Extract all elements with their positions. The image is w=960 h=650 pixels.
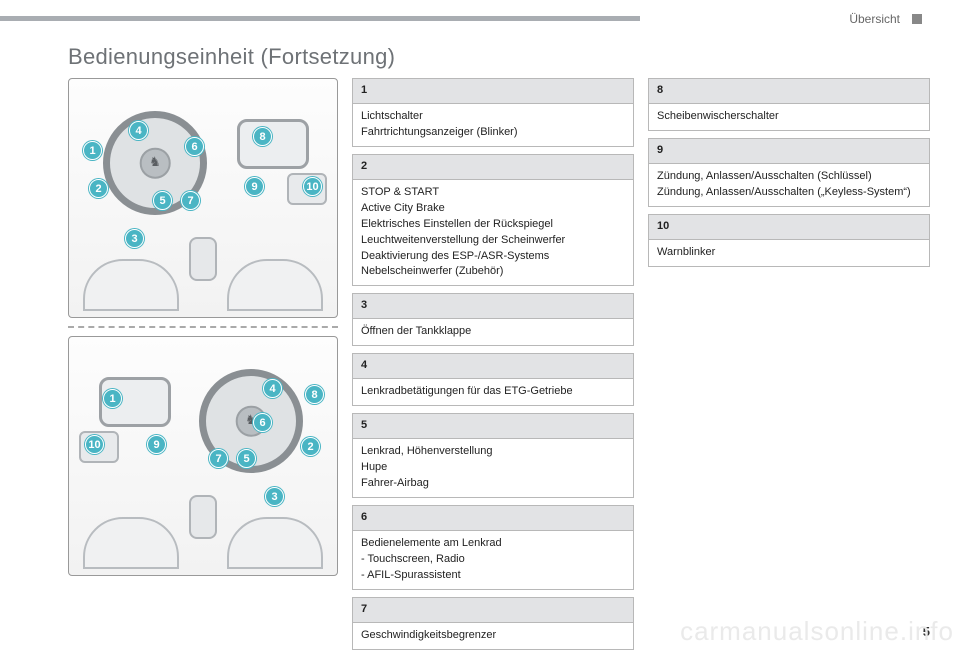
callout-body: STOP & STARTActive City BrakeElektrische… xyxy=(353,180,633,286)
callout-body: Warnblinker xyxy=(649,240,929,266)
dashed-divider xyxy=(68,326,338,328)
header-right: Übersicht xyxy=(849,12,922,26)
callout-line: Warnblinker xyxy=(657,245,921,261)
marker-10: 10 xyxy=(303,177,322,196)
callout-number: 6 xyxy=(353,506,633,531)
callout-box-7: 7 Geschwindigkeitsbegrenzer xyxy=(352,597,634,650)
callout-line: - AFIL-Spurassistent xyxy=(361,568,625,584)
section-label: Übersicht xyxy=(849,12,900,26)
callout-line: Öffnen der Tankklappe xyxy=(361,324,625,340)
callout-line: Deaktivierung des ESP-/ASR-Systems xyxy=(361,249,625,265)
callout-body: Lenkrad, HöhenverstellungHupeFahrer-Airb… xyxy=(353,439,633,497)
callout-number: 5 xyxy=(353,414,633,439)
callout-number: 8 xyxy=(649,79,929,104)
callout-number: 9 xyxy=(649,139,929,164)
dashboard-illustration-rhd: ♞ 12345678910 xyxy=(68,336,338,576)
callout-column-2: 8 Scheibenwischerschalter 9 Zündung, Anlass… xyxy=(648,78,930,619)
callout-number: 4 xyxy=(353,354,633,379)
callout-number: 1 xyxy=(353,79,633,104)
callout-line: Nebelscheinwerfer (Zubehör) xyxy=(361,264,625,280)
marker-8: 8 xyxy=(253,127,272,146)
marker-3: 3 xyxy=(265,487,284,506)
callout-box-1: 1LichtschalterFahrtrichtungsanzeiger (Bl… xyxy=(352,78,634,147)
marker-1: 1 xyxy=(83,141,102,160)
callout-line: Lichtschalter xyxy=(361,109,625,125)
marker-10: 10 xyxy=(85,435,104,454)
callout-body: Scheibenwischerschalter xyxy=(649,104,929,130)
marker-2: 2 xyxy=(89,179,108,198)
header-square-icon xyxy=(912,14,922,24)
marker-7: 7 xyxy=(209,449,228,468)
callout-body: LichtschalterFahrtrichtungsanzeiger (Bli… xyxy=(353,104,633,146)
callout-box-8: 8 Scheibenwischerschalter xyxy=(648,78,930,131)
marker-6: 6 xyxy=(253,413,272,432)
marker-1: 1 xyxy=(103,389,122,408)
callout-line: Scheibenwischerschalter xyxy=(657,109,921,125)
callout-number: 10 xyxy=(649,215,929,240)
callout-line: - Touchscreen, Radio xyxy=(361,552,625,568)
marker-5: 5 xyxy=(237,449,256,468)
callout-line: Fahrer-Airbag xyxy=(361,476,625,492)
callout-number: 3 xyxy=(353,294,633,319)
marker-2: 2 xyxy=(301,437,320,456)
marker-3: 3 xyxy=(125,229,144,248)
marker-9: 9 xyxy=(245,177,264,196)
callout-body: Geschwindigkeitsbegrenzer xyxy=(353,623,633,649)
callout-box-6: 6Bedienelemente am Lenkrad- Touchscreen,… xyxy=(352,505,634,590)
callout-line: Leuchtweitenverstellung der Scheinwerfer xyxy=(361,233,625,249)
callout-line: Active City Brake xyxy=(361,201,625,217)
callout-body: Lenkradbetätigungen für das ETG-Getriebe xyxy=(353,379,633,405)
page-title: Bedienungseinheit (Fortsetzung) xyxy=(68,44,395,70)
callout-line: Bedienelemente am Lenkrad xyxy=(361,536,625,552)
callout-box-3: 3 Öffnen der Tankklappe xyxy=(352,293,634,346)
callout-line: Fahrtrichtungsanzeiger (Blinker) xyxy=(361,125,625,141)
marker-6: 6 xyxy=(185,137,204,156)
callout-box-5: 5Lenkrad, HöhenverstellungHupeFahrer-Air… xyxy=(352,413,634,498)
content-columns: ♞ 12345678910 ♞ 12345678910 1Lichtschalt… xyxy=(68,78,930,619)
top-bar xyxy=(0,16,640,21)
callout-box-2: 2STOP & STARTActive City BrakeElektrisch… xyxy=(352,154,634,287)
callout-line: Hupe xyxy=(361,460,625,476)
marker-7: 7 xyxy=(181,191,200,210)
callout-number: 2 xyxy=(353,155,633,180)
marker-8: 8 xyxy=(305,385,324,404)
callout-line: Elektrisches Einstellen der Rückspiegel xyxy=(361,217,625,233)
callout-box-10: 10 Warnblinker xyxy=(648,214,930,267)
peugeot-lion-icon: ♞ xyxy=(149,154,161,170)
callout-line: Lenkrad, Höhenverstellung xyxy=(361,444,625,460)
marker-5: 5 xyxy=(153,191,172,210)
marker-9: 9 xyxy=(147,435,166,454)
callout-box-9: 9 Zündung, Anlassen/Ausschalten (Schlüsse… xyxy=(648,138,930,207)
callout-column-1: 1LichtschalterFahrtrichtungsanzeiger (Bl… xyxy=(352,78,634,619)
callout-number: 7 xyxy=(353,598,633,623)
callout-body: Zündung, Anlassen/Ausschalten (Schlüssel… xyxy=(649,164,929,206)
callout-line: Geschwindigkeitsbegrenzer xyxy=(361,628,625,644)
marker-4: 4 xyxy=(129,121,148,140)
callout-line: STOP & START xyxy=(361,185,625,201)
callout-body: Öffnen der Tankklappe xyxy=(353,319,633,345)
watermark: carmanualsonline.info xyxy=(680,616,954,647)
callout-box-4: 4 Lenkradbetätigungen für das ETG-Getrieb… xyxy=(352,353,634,406)
marker-4: 4 xyxy=(263,379,282,398)
callout-line: Zündung, Anlassen/Ausschalten (Schlüssel… xyxy=(657,169,921,185)
callout-line: Zündung, Anlassen/Ausschalten („Keyless-… xyxy=(657,185,921,201)
images-column: ♞ 1 2 3 4 5 6 7 8 9 10 ♞ 1 2 3 4 5 6 7 8 9 10 xyxy=(68,78,338,619)
callout-body: Bedienelemente am Lenkrad- Touchscreen, … xyxy=(353,531,633,589)
callout-line: Lenkradbetätigungen für das ETG-Getriebe xyxy=(361,384,625,400)
dashboard-illustration-lhd: ♞ 1 2 3 4 5 6 7 8 9 10 xyxy=(68,78,338,318)
